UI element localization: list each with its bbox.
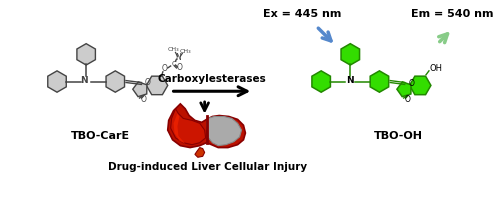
Polygon shape xyxy=(170,109,205,145)
Text: N: N xyxy=(80,76,88,85)
Polygon shape xyxy=(106,71,124,92)
Text: OH: OH xyxy=(430,64,443,73)
Polygon shape xyxy=(174,114,185,144)
Polygon shape xyxy=(133,82,147,97)
Text: N: N xyxy=(176,53,182,62)
Polygon shape xyxy=(312,71,330,92)
Text: TBO-OH: TBO-OH xyxy=(374,131,424,141)
Text: O: O xyxy=(176,63,182,72)
Text: CH₃: CH₃ xyxy=(168,47,179,52)
Text: Ex = 445 nm: Ex = 445 nm xyxy=(262,9,341,19)
Polygon shape xyxy=(410,76,431,95)
Text: CH₃: CH₃ xyxy=(180,49,191,54)
Text: N: N xyxy=(346,76,354,85)
Polygon shape xyxy=(397,82,411,97)
Text: Carboxylesterases: Carboxylesterases xyxy=(157,74,266,84)
Text: C: C xyxy=(171,61,176,67)
Text: Em = 540 nm: Em = 540 nm xyxy=(411,9,494,19)
Polygon shape xyxy=(48,71,66,92)
Text: O: O xyxy=(140,96,146,104)
Polygon shape xyxy=(77,44,96,65)
Text: TBO-CarE: TBO-CarE xyxy=(71,131,130,141)
Text: O: O xyxy=(144,78,150,87)
Text: O: O xyxy=(408,79,414,88)
Text: Drug-induced Liver Cellular Injury: Drug-induced Liver Cellular Injury xyxy=(108,162,307,172)
Polygon shape xyxy=(146,76,168,95)
Polygon shape xyxy=(168,104,246,148)
Text: O: O xyxy=(404,96,410,104)
Polygon shape xyxy=(195,148,204,157)
Polygon shape xyxy=(341,44,359,65)
Polygon shape xyxy=(206,116,242,146)
Polygon shape xyxy=(370,71,388,92)
Text: O: O xyxy=(162,64,168,73)
